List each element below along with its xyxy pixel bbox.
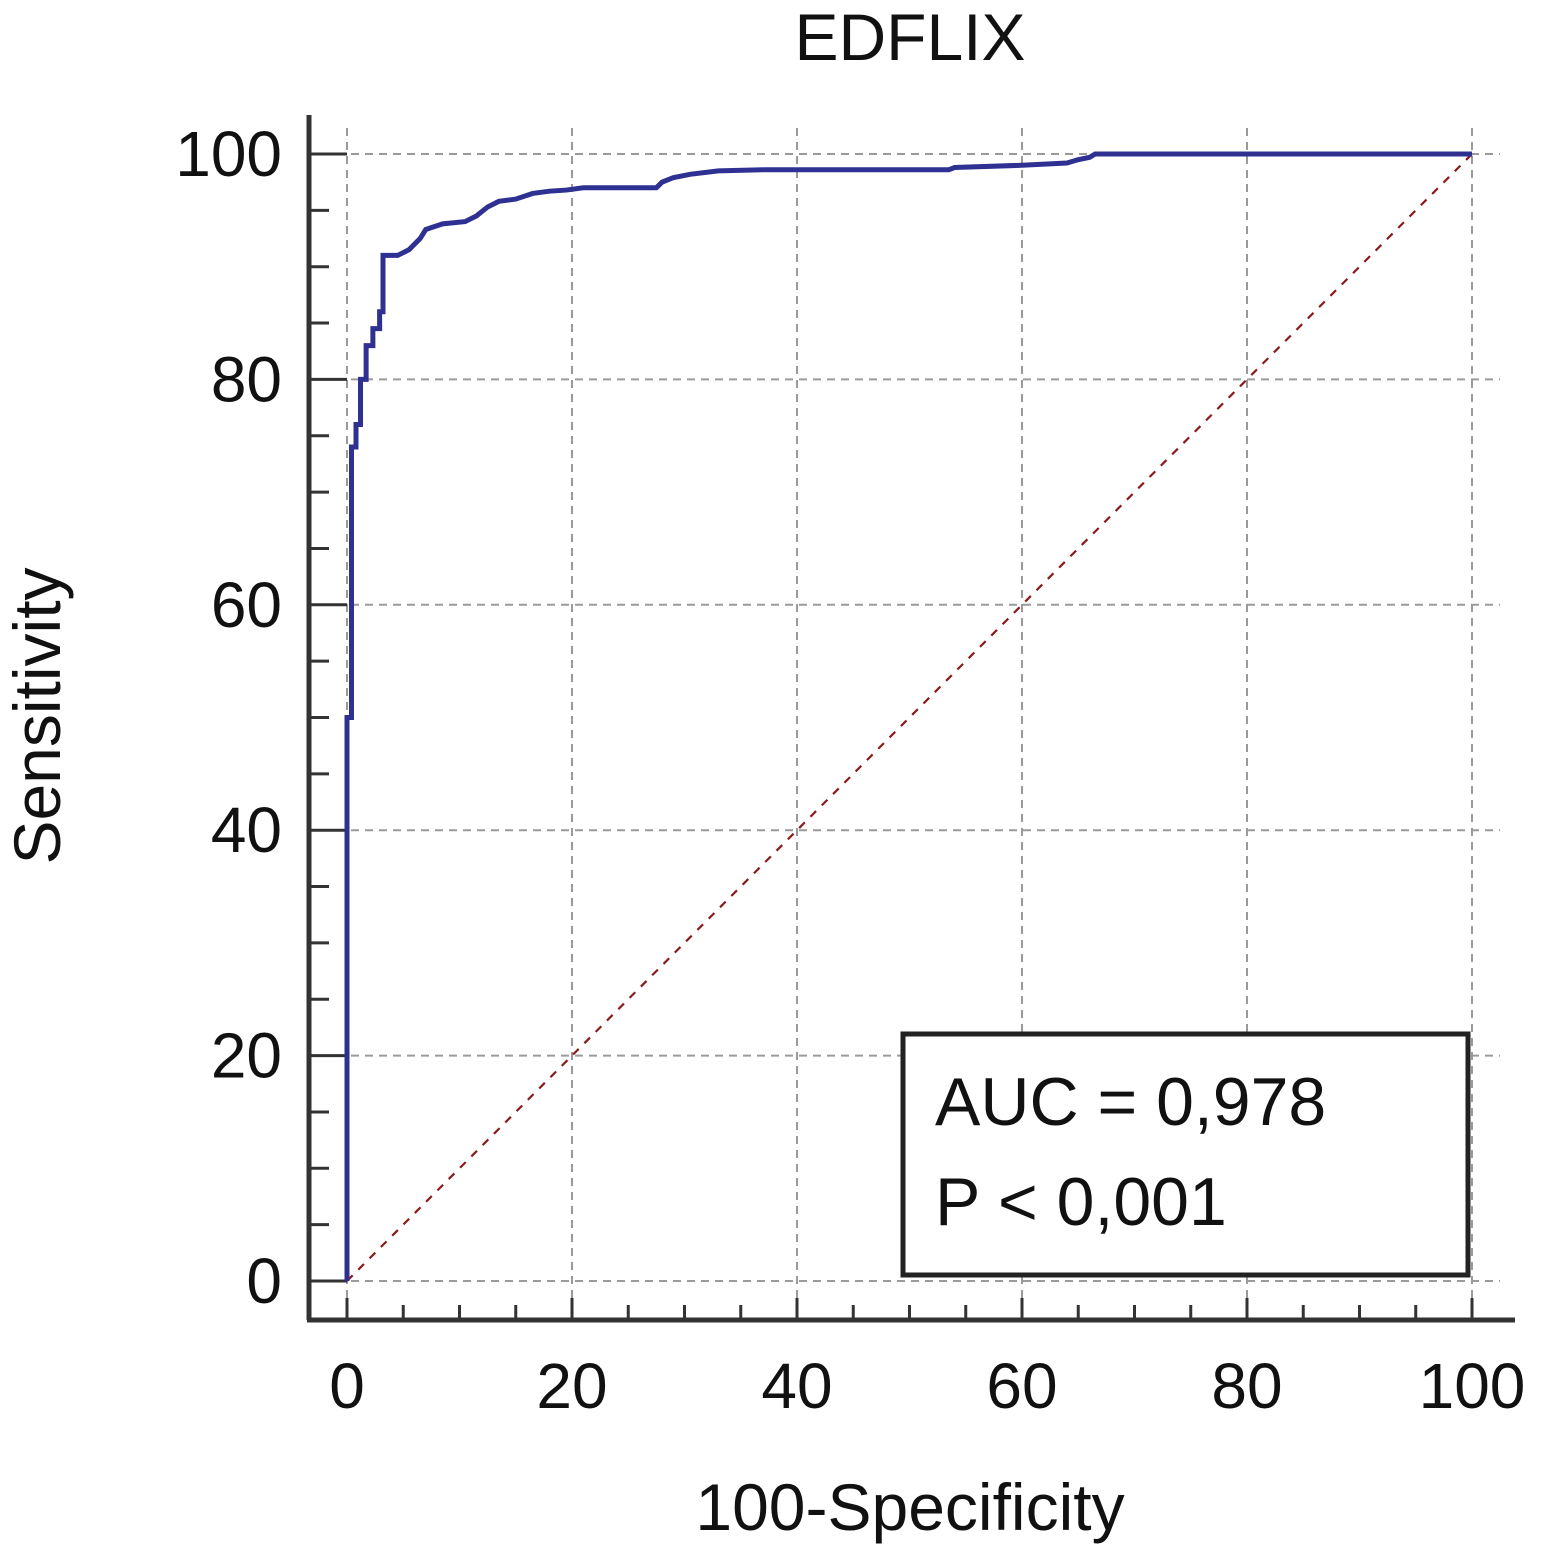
minor-ticks	[309, 152, 1474, 1320]
x-tick-label-1: 20	[536, 1350, 607, 1422]
y-tick-label-4: 80	[211, 343, 282, 415]
y-tick-labels: 0 20 40 60 80 100	[175, 118, 282, 1317]
x-tick-label-0: 0	[329, 1350, 365, 1422]
y-axis-label: Sensitivity	[0, 567, 74, 864]
x-axis-label: 100-Specificity	[695, 1470, 1124, 1544]
x-tick-label-2: 40	[761, 1350, 832, 1422]
x-tick-label-4: 80	[1211, 1350, 1282, 1422]
p-value-label: P < 0,001	[935, 1164, 1227, 1240]
y-tick-label-1: 20	[211, 1020, 282, 1092]
y-tick-label-5: 100	[175, 118, 282, 190]
x-tick-labels: 0 20 40 60 80 100	[329, 1350, 1525, 1422]
roc-curve-line	[344, 151, 1472, 1281]
x-tick-label-5: 100	[1419, 1350, 1526, 1422]
chart-title: EDFLIX	[794, 0, 1025, 74]
auc-value-label: AUC = 0,978	[935, 1064, 1326, 1140]
auc-annotation-box: AUC = 0,978 P < 0,001	[900, 1031, 1471, 1278]
y-tick-label-0: 0	[246, 1245, 282, 1317]
y-tick-label-2: 40	[211, 794, 282, 866]
y-tick-label-3: 60	[211, 569, 282, 641]
x-tick-label-3: 60	[986, 1350, 1057, 1422]
